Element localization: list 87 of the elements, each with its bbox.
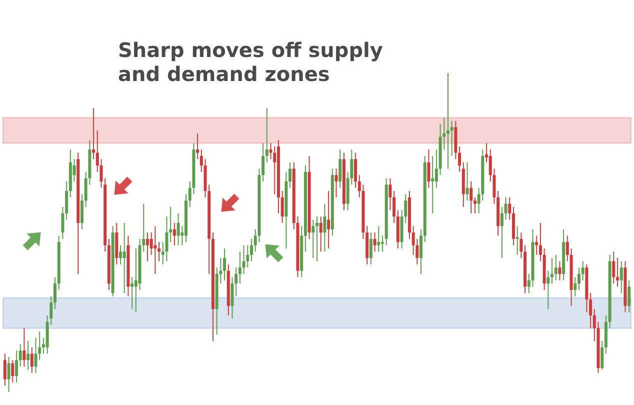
- candlestick: [265, 108, 268, 163]
- candlestick: [146, 232, 149, 262]
- candlestick: [26, 340, 30, 370]
- candlestick: [61, 206, 64, 240]
- candlestick: [380, 235, 384, 252]
- candlestick: [520, 232, 523, 259]
- candlestick: [273, 146, 276, 195]
- candlestick: [589, 292, 592, 329]
- candlestick: [3, 353, 6, 386]
- candlestick: [554, 254, 558, 281]
- candlestick: [527, 273, 530, 294]
- candlestick: [165, 216, 168, 262]
- candlestick: [420, 228, 423, 274]
- candlestick: [504, 196, 508, 220]
- candlestick: [280, 190, 284, 224]
- candlestick: [535, 235, 538, 256]
- candlestick: [612, 251, 616, 284]
- candlestick: [574, 276, 577, 297]
- candlestick: [538, 222, 542, 262]
- candlestick: [288, 162, 292, 188]
- candlestick: [250, 238, 254, 262]
- candlestick: [392, 190, 396, 224]
- candlestick: [377, 226, 380, 252]
- chart-title: Sharp moves off supply and demand zones: [118, 38, 383, 86]
- candlestick: [466, 162, 469, 202]
- candlestick: [54, 276, 57, 310]
- candlestick: [30, 346, 34, 374]
- candlestick: [200, 149, 203, 172]
- candlestick: [369, 232, 372, 265]
- candlestick: [546, 270, 550, 310]
- candlestick: [158, 242, 161, 262]
- candlestick: [92, 108, 96, 160]
- candlestick: [122, 222, 126, 294]
- candlestick: [38, 330, 42, 361]
- candlestick: [550, 258, 554, 284]
- candlestick: [319, 216, 322, 252]
- candlestick: [600, 340, 604, 370]
- candlestick: [323, 203, 326, 252]
- candlestick: [262, 142, 265, 182]
- candlestick: [334, 168, 338, 198]
- candlestick: [312, 219, 315, 259]
- candlestick: [500, 206, 504, 259]
- candlestick: [22, 328, 26, 367]
- candlestick: [230, 276, 234, 320]
- candlestick: [338, 149, 342, 188]
- candlestick: [566, 235, 569, 262]
- candlestick: [434, 149, 438, 188]
- candlestick: [388, 178, 392, 211]
- candlestick: [7, 356, 10, 392]
- candlestick: [327, 190, 330, 249]
- candlestick: [130, 276, 134, 310]
- candlestick: [176, 212, 180, 246]
- candlestick: [473, 196, 476, 214]
- candlestick: [18, 344, 22, 367]
- candlestick: [620, 260, 623, 294]
- candlestick: [234, 267, 238, 297]
- candlestick: [508, 196, 512, 220]
- candlestick: [134, 248, 138, 313]
- candlestick: [470, 180, 473, 214]
- candlestick: [558, 260, 562, 281]
- candlestick: [34, 337, 38, 374]
- candlestick: [154, 226, 157, 274]
- candlestick: [516, 226, 519, 256]
- candlestick: [169, 206, 172, 243]
- candlestick: [354, 152, 358, 188]
- candlestick: [223, 248, 226, 281]
- candlestick: [628, 280, 631, 313]
- candlestick: [458, 146, 462, 172]
- candlestick: [65, 180, 68, 220]
- candlestick: [316, 216, 318, 262]
- candlestick: [592, 308, 596, 342]
- candlestick: [242, 244, 246, 274]
- candlestick: [172, 222, 176, 246]
- candlestick: [581, 260, 584, 281]
- candlestick: [238, 251, 242, 284]
- candlestick: [373, 232, 376, 252]
- candlestick: [11, 360, 14, 383]
- candlestick: [431, 155, 434, 214]
- candlestick: [119, 244, 122, 265]
- candlestick: [427, 149, 430, 188]
- candlestick: [80, 194, 84, 230]
- candlestick: [450, 120, 454, 156]
- candlestick: [616, 258, 620, 288]
- candlestick: [446, 72, 450, 170]
- candlestick: [196, 133, 200, 160]
- candlestick: [14, 350, 18, 383]
- candlestick: [577, 267, 580, 290]
